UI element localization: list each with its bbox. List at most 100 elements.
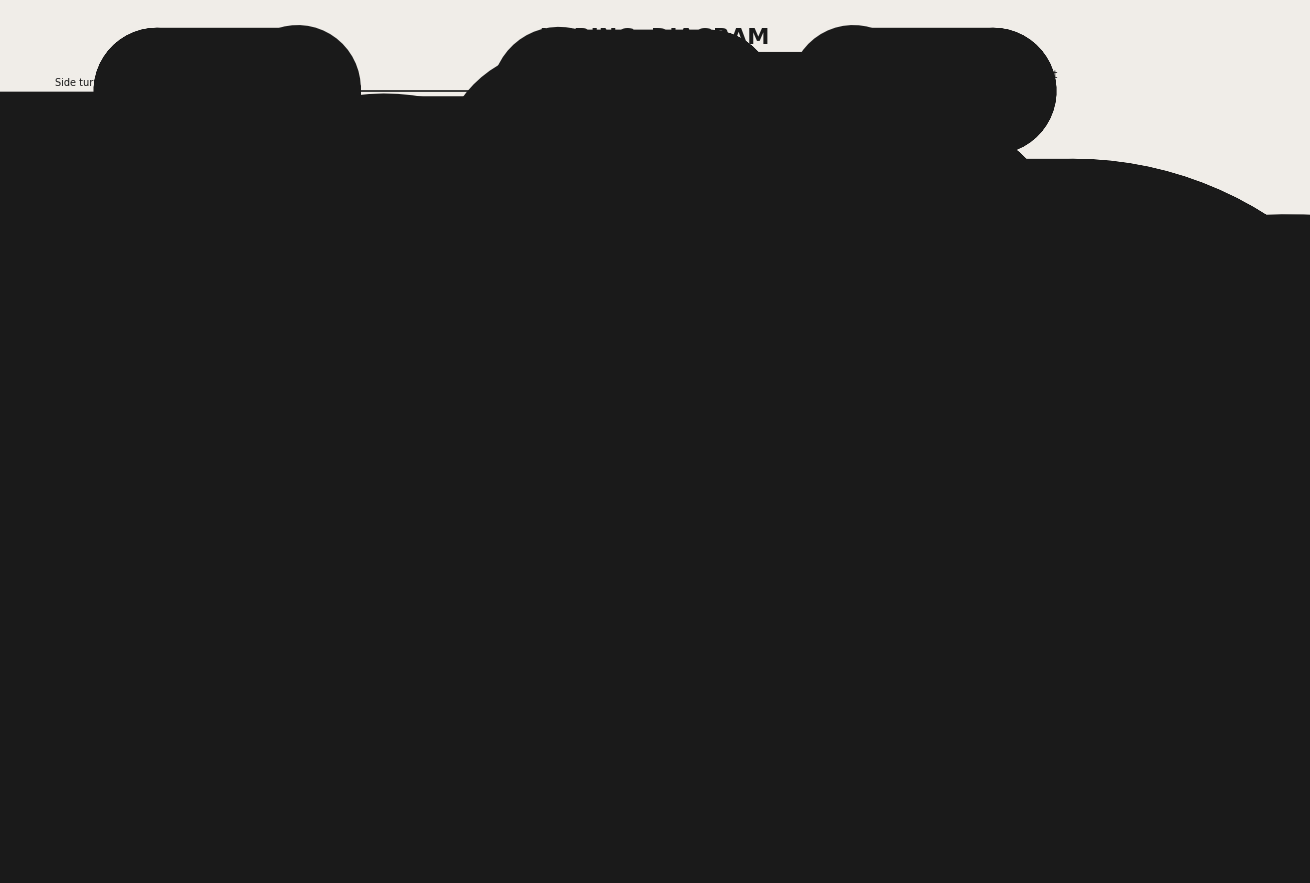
Circle shape bbox=[110, 328, 134, 352]
Circle shape bbox=[506, 723, 531, 747]
Circle shape bbox=[228, 528, 252, 552]
Text: WR: WR bbox=[857, 403, 867, 407]
Text: GR: GR bbox=[591, 632, 600, 638]
Circle shape bbox=[646, 648, 669, 672]
Text: B: B bbox=[169, 277, 174, 283]
Text: Fuse: Fuse bbox=[392, 596, 414, 606]
Circle shape bbox=[346, 213, 369, 237]
Text: Light 8W: Light 8W bbox=[165, 560, 208, 570]
Circle shape bbox=[817, 79, 842, 103]
Text: GB: Green-black: GB: Green-black bbox=[1162, 748, 1225, 758]
Text: 25A: 25A bbox=[356, 615, 371, 624]
Text: 20A: 20A bbox=[320, 615, 335, 624]
Circle shape bbox=[479, 437, 504, 461]
Text: RY: RY bbox=[571, 512, 579, 517]
Text: 50/40W: 50/40W bbox=[8, 130, 46, 140]
Text: light 8W: light 8W bbox=[1041, 494, 1082, 504]
Circle shape bbox=[486, 160, 510, 184]
Text: R: Red: R: Red bbox=[645, 771, 668, 780]
Text: BY: Black-yellow: BY: Black-yellow bbox=[903, 680, 964, 689]
Text: RW: RW bbox=[493, 170, 503, 175]
Text: B: B bbox=[552, 338, 557, 344]
Text: Meter Light 3W: Meter Light 3W bbox=[548, 80, 622, 90]
Text: GR: GR bbox=[596, 658, 604, 662]
Text: +2: +2 bbox=[565, 375, 574, 380]
Circle shape bbox=[242, 447, 269, 473]
Circle shape bbox=[516, 293, 540, 317]
Text: B: B bbox=[347, 707, 352, 713]
Text: Stop Light Switch: Stop Light Switch bbox=[460, 500, 545, 510]
Circle shape bbox=[658, 622, 676, 640]
Text: RW: RW bbox=[914, 88, 925, 94]
Circle shape bbox=[160, 268, 183, 292]
Text: License plate: License plate bbox=[1041, 482, 1107, 492]
Text: Back-up light switch: Back-up light switch bbox=[808, 70, 907, 80]
Text: Headlight: Headlight bbox=[8, 118, 55, 128]
Text: Y: Y bbox=[650, 348, 654, 354]
Circle shape bbox=[927, 203, 952, 227]
Bar bbox=[638, 672, 1286, 820]
Bar bbox=[310, 580, 410, 660]
Text: WB: White-black: WB: White-black bbox=[903, 794, 967, 803]
Circle shape bbox=[1045, 398, 1070, 422]
Text: B: B bbox=[779, 338, 786, 347]
Text: Low Beam: Low Beam bbox=[155, 288, 206, 298]
Text: COLOR CODE OF ELECTRIC WIRES: COLOR CODE OF ELECTRIC WIRES bbox=[886, 830, 1039, 839]
Text: E  F: E F bbox=[779, 322, 795, 331]
Text: RG: RG bbox=[117, 167, 127, 173]
Circle shape bbox=[346, 160, 369, 184]
Text: B: B bbox=[317, 577, 322, 583]
Circle shape bbox=[658, 594, 676, 612]
Text: Dimmer: Dimmer bbox=[300, 155, 339, 165]
Text: Oil pilot Light: Oil pilot Light bbox=[375, 467, 440, 477]
Circle shape bbox=[753, 726, 777, 750]
Text: RW: Red-white: RW: Red-white bbox=[774, 771, 829, 780]
Text: B: B bbox=[698, 335, 702, 341]
Text: RY: RY bbox=[118, 337, 126, 343]
Text: Starter: Starter bbox=[386, 637, 421, 647]
Text: A: A bbox=[820, 338, 825, 347]
Text: B: B bbox=[680, 162, 686, 171]
Text: RY: Red-yellow: RY: Red-yellow bbox=[903, 771, 958, 780]
Text: Contact: Contact bbox=[760, 436, 798, 446]
Circle shape bbox=[110, 233, 134, 257]
Text: light 23W/7W: light 23W/7W bbox=[5, 270, 71, 280]
Text: Fuel: Fuel bbox=[368, 435, 388, 445]
Text: GB: GB bbox=[980, 247, 989, 253]
Text: R: R bbox=[1056, 407, 1060, 413]
Text: Pilot Light 3W: Pilot Light 3W bbox=[155, 300, 223, 310]
Text: R: R bbox=[119, 217, 124, 223]
Text: S: S bbox=[552, 362, 557, 368]
Text: YB: Yellow-black: YB: Yellow-black bbox=[774, 726, 834, 735]
Circle shape bbox=[1028, 523, 1052, 547]
Circle shape bbox=[563, 546, 587, 570]
Text: ENGINE: ENGINE bbox=[812, 620, 865, 633]
Text: GW: Green-white: GW: Green-white bbox=[774, 748, 838, 758]
Circle shape bbox=[466, 468, 490, 492]
Text: Switch: Switch bbox=[300, 167, 333, 177]
Text: Front: Front bbox=[5, 248, 30, 258]
Text: BW: BW bbox=[495, 478, 506, 482]
Circle shape bbox=[110, 298, 134, 322]
Text: G: Green: G: Green bbox=[645, 748, 677, 758]
Text: Ignition-: Ignition- bbox=[386, 625, 427, 635]
Circle shape bbox=[850, 648, 874, 672]
Text: Battery: Battery bbox=[159, 690, 194, 700]
Circle shape bbox=[1045, 333, 1070, 357]
Circle shape bbox=[883, 473, 907, 497]
Text: T₁: T₁ bbox=[572, 178, 580, 187]
Circle shape bbox=[476, 546, 500, 570]
Circle shape bbox=[346, 188, 369, 212]
Text: P: P bbox=[572, 162, 578, 171]
Bar bbox=[789, 590, 888, 645]
Bar bbox=[405, 438, 470, 460]
Text: light 23W/7W: light 23W/7W bbox=[1040, 197, 1106, 207]
Text: Turn Signal: Turn Signal bbox=[451, 620, 504, 630]
Text: Rear combination: Rear combination bbox=[1040, 185, 1127, 195]
Circle shape bbox=[200, 270, 220, 290]
Text: RW: RW bbox=[352, 170, 363, 175]
Text: GY: GY bbox=[654, 658, 663, 662]
Text: G: G bbox=[212, 437, 217, 443]
Circle shape bbox=[110, 513, 134, 537]
Text: G: G bbox=[119, 522, 124, 528]
